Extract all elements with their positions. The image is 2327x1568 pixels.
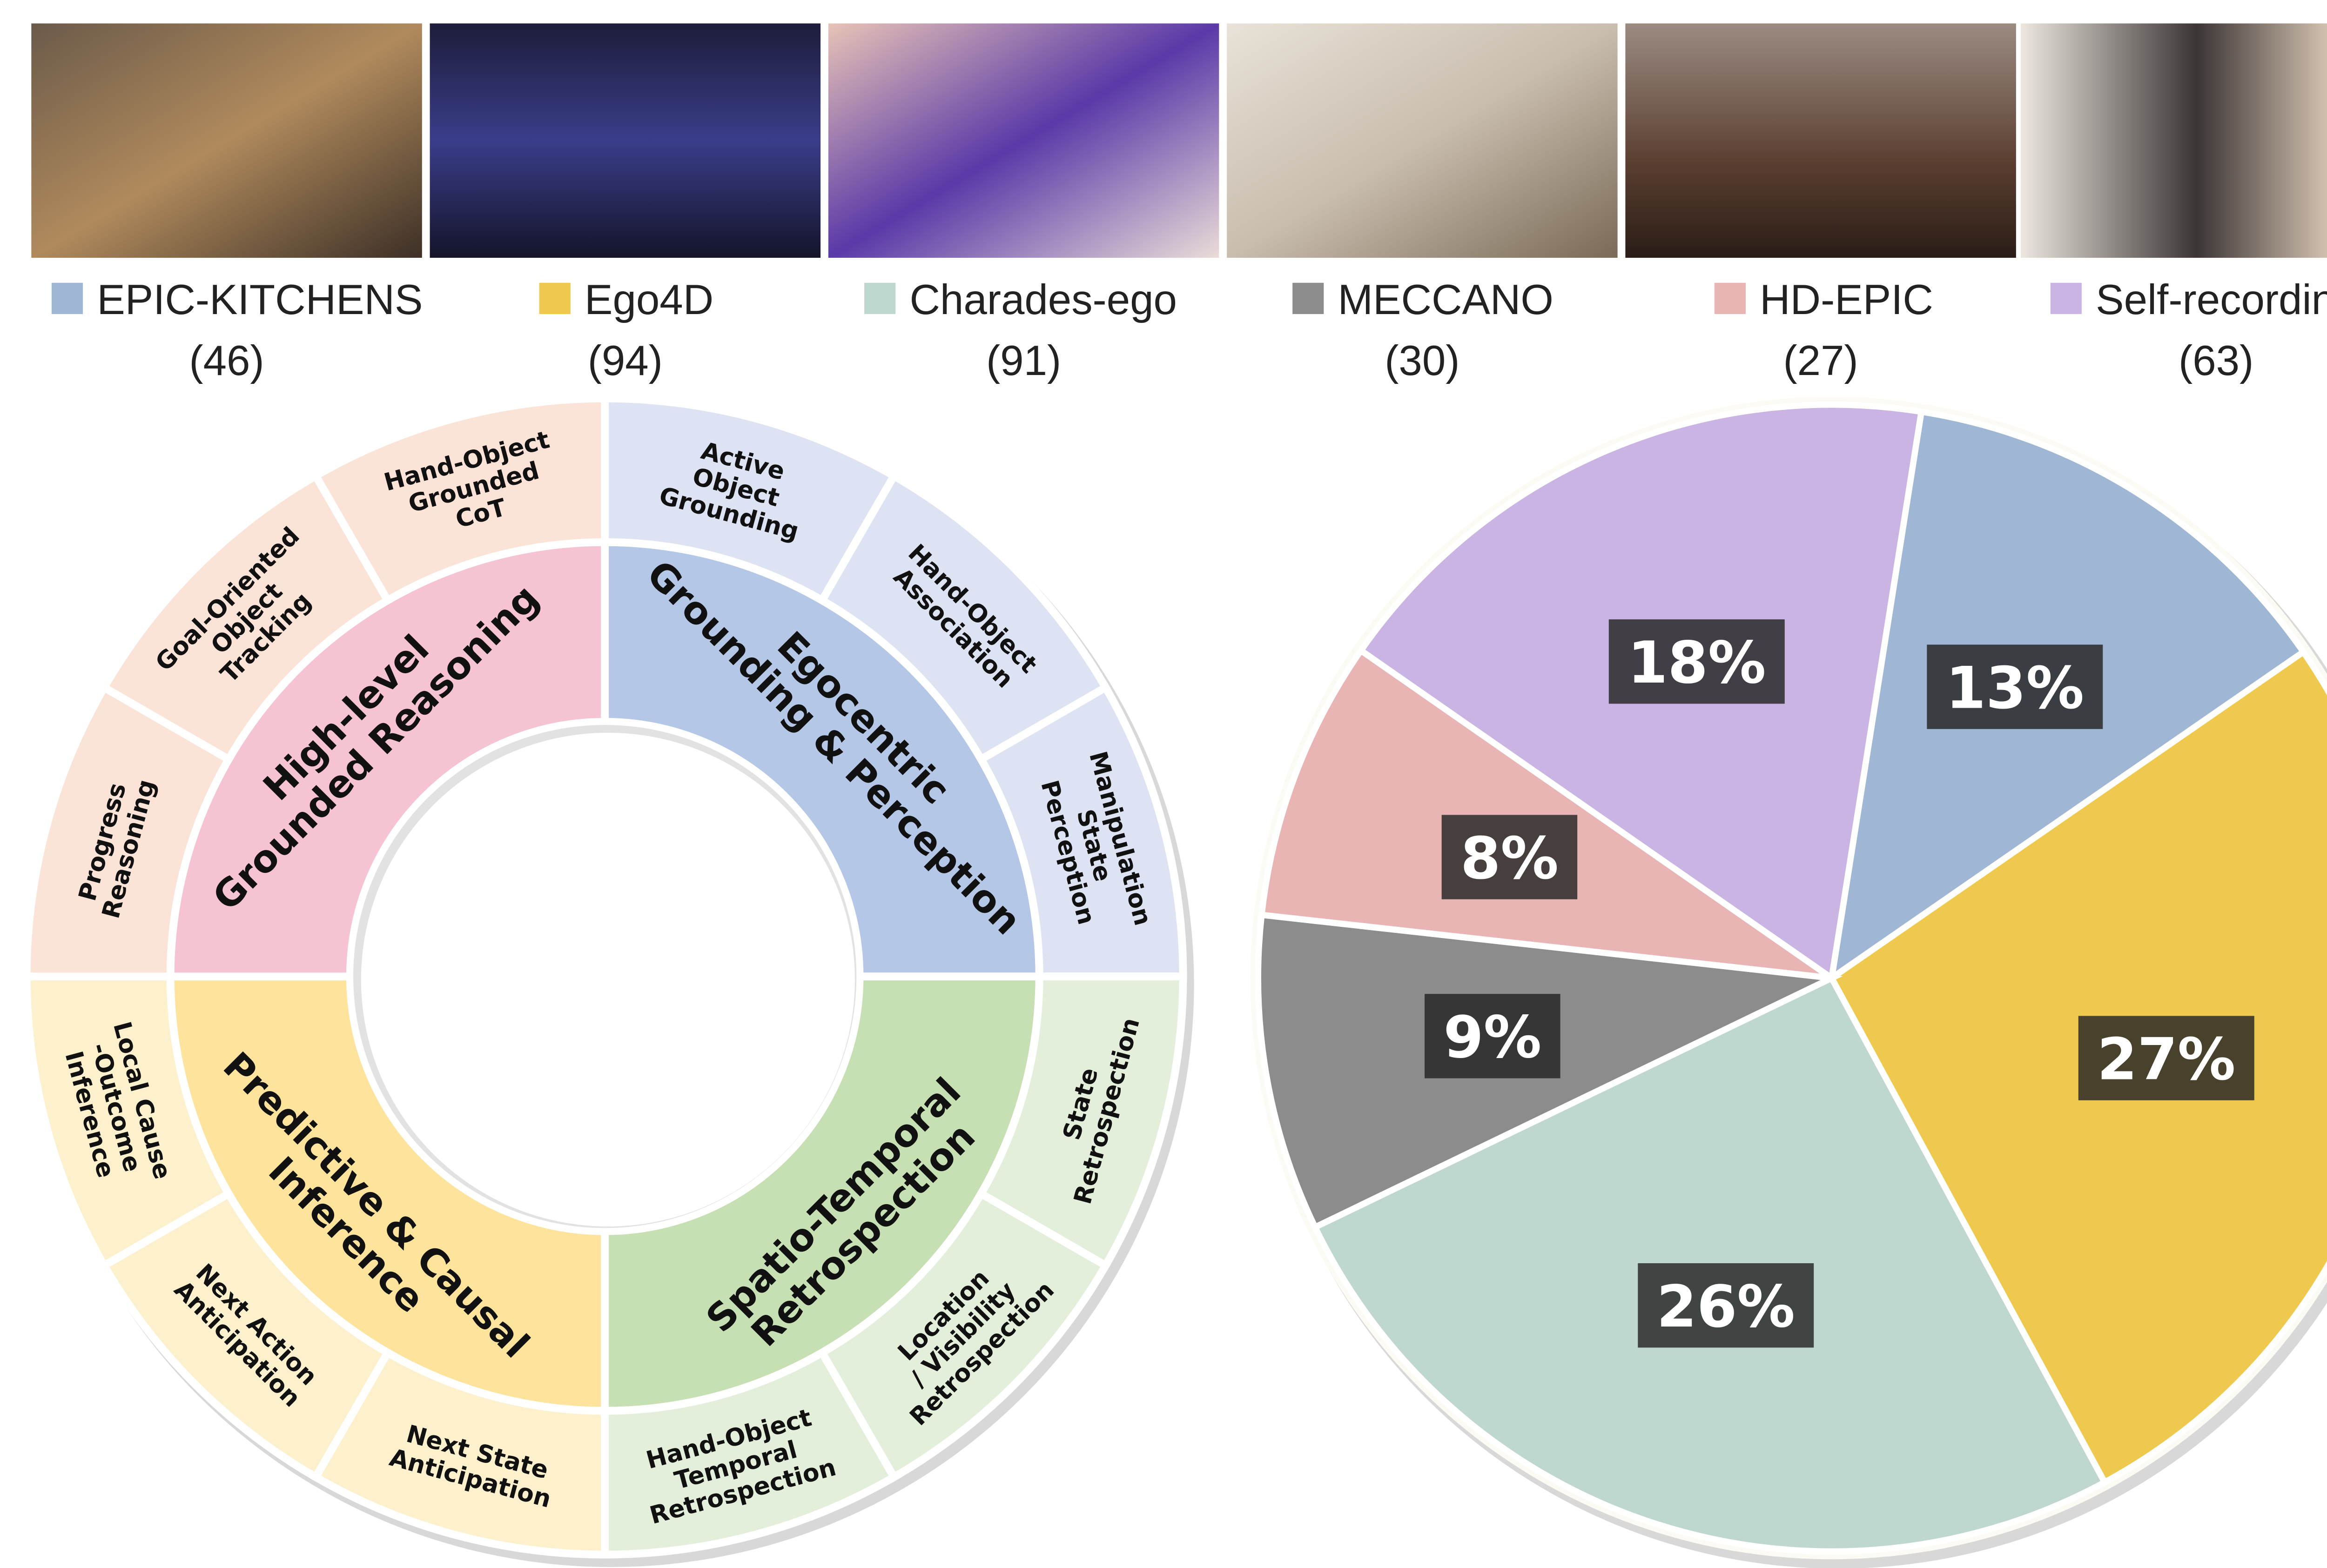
pie-label-group: 13% [1927,644,2103,729]
pie-label: 13% [1946,655,2084,722]
subtask-segment [310,394,609,606]
photo [2020,23,2327,258]
pie-label: 26% [1657,1273,1795,1340]
photo [31,23,422,258]
legend-count: (46) [189,337,264,384]
pie-label-bg [1608,619,1785,704]
legend-count: (27) [1783,337,1858,384]
photo [1625,23,2016,258]
legend-label: MECCANO [1338,276,1554,323]
pie-label: 9% [1443,1004,1541,1071]
pie-label-bg [2078,1016,2254,1100]
pie-label-group: 9% [1425,994,1560,1079]
legend-label: Ego4D [585,276,713,323]
taxonomy-wheel: ActiveObjectGroundingHand-ObjectAssociat… [22,394,1194,1567]
photo [430,23,821,258]
photo [1227,23,1618,258]
pie-label: 27% [2097,1026,2235,1093]
pie-label-group: 18% [1608,619,1785,704]
photo-strip [31,23,2327,258]
legend-count: (91) [986,337,1061,384]
legend-swatch [1714,282,1746,314]
pie-label-group: 26% [1638,1263,1814,1348]
pie-label-bg [1441,815,1578,899]
pie-label: 8% [1460,825,1559,892]
pie-label: 18% [1628,630,1766,697]
legend-swatch [864,282,896,314]
pie-label-group: 8% [1441,815,1578,899]
legend-swatch [539,282,571,314]
legend-label: Charades-ego [909,276,1177,323]
pie-slice [1258,646,1834,981]
legend-label: HD-EPIC [1760,276,1933,323]
legend-label: Self-recording [2096,276,2327,323]
pie-label-bg [1638,1263,1814,1348]
pie-label-bg [1425,994,1560,1079]
legend-count: (94) [588,337,663,384]
legend: EPIC-KITCHENS (46) Ego4D (94) Charades-ego (9… [51,276,2327,384]
pie-label-group: 27% [2078,1016,2254,1100]
pie-label-bg [1927,644,2103,729]
legend-count: (63) [2179,337,2253,384]
wheel-label: ActiveObjectGrounding [656,429,816,546]
legend-swatch [51,282,83,314]
legend-count: (30) [1385,337,1459,384]
photo [828,23,1219,258]
pie-chart: 13% 27% 26% 9% 8% 18% [1250,397,2327,1568]
legend-swatch [2050,282,2082,314]
wheel-hole [361,732,855,1226]
legend-label: EPIC-KITCHENS [97,276,423,323]
legend-swatch [1292,282,1324,314]
